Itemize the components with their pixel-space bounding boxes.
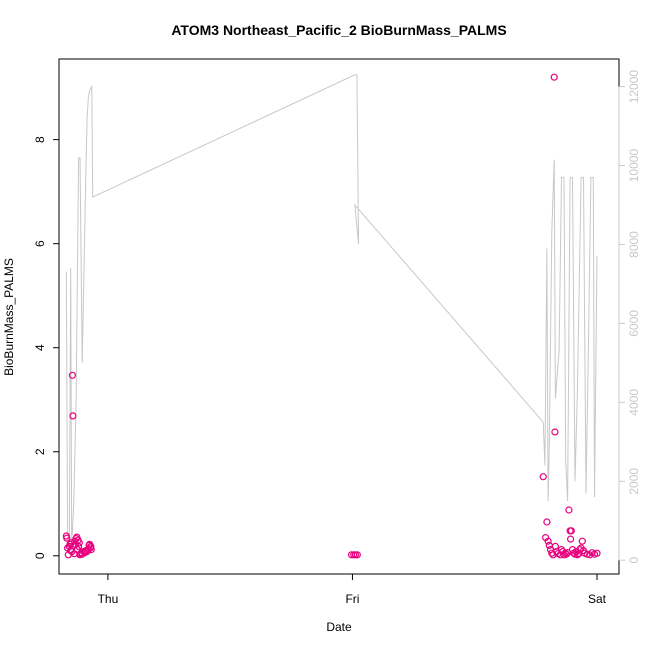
data-point-47: [550, 73, 558, 81]
data-point-78: [593, 549, 601, 557]
data-point-57: [562, 550, 571, 558]
x-tick-label-1: Fri: [345, 592, 359, 606]
y-axis-label: BioBurnMass_PALMS: [2, 258, 16, 376]
x-axis-label: Date: [326, 620, 352, 634]
right-tick-label-1: 2000: [627, 468, 641, 495]
data-point-48: [551, 428, 559, 436]
data-point-34: [87, 545, 95, 554]
right-tick-label-4: 8000: [627, 231, 641, 258]
left-tick-label-3: 6: [33, 240, 47, 247]
data-point-41: [543, 518, 551, 526]
data-point-61: [566, 535, 575, 543]
data-point-38: [353, 551, 361, 559]
data-point-33: [87, 542, 95, 551]
data-point-1: [63, 534, 71, 542]
left-tick-label-2: 4: [33, 344, 47, 351]
x-tick-label-2: Sat: [588, 592, 607, 606]
left-tick-label-1: 2: [33, 448, 47, 455]
right-tick-label-2: 4000: [627, 389, 641, 416]
data-point-39: [539, 473, 547, 481]
altitude-line-layer: [65, 74, 598, 551]
right-tick-label-6: 12000: [627, 70, 641, 104]
data-point-10: [69, 412, 77, 420]
left-y-axis: 0 2 4 6 8: [33, 136, 60, 559]
data-point-69: [576, 545, 584, 554]
data-point-59: [565, 506, 573, 514]
right-tick-label-5: 10000: [627, 149, 641, 183]
x-tick-label-0: Thu: [98, 592, 119, 606]
data-point-42: [544, 537, 552, 545]
left-tick-label-4: 8: [33, 136, 47, 143]
right-tick-label-0: 0: [627, 557, 641, 564]
x-axis: Thu Fri Sat: [98, 573, 607, 606]
right-y-axis: 0 2000 4000 6000 8000 10000 12000: [618, 70, 641, 564]
data-point-71: [578, 537, 586, 545]
data-point-20: [75, 539, 83, 547]
data-points-layer: [62, 73, 601, 559]
data-point-19: [74, 542, 83, 551]
left-tick-label-0: 0: [33, 552, 47, 559]
altitude-line-series: [65, 74, 598, 551]
right-tick-label-3: 6000: [627, 310, 641, 337]
data-point-9: [68, 371, 77, 379]
chart-title: ATOM3 Northeast_Pacific_2 BioBurnMass_PA…: [171, 22, 506, 38]
plot-frame: [58, 58, 620, 575]
data-point-62: [567, 527, 575, 535]
